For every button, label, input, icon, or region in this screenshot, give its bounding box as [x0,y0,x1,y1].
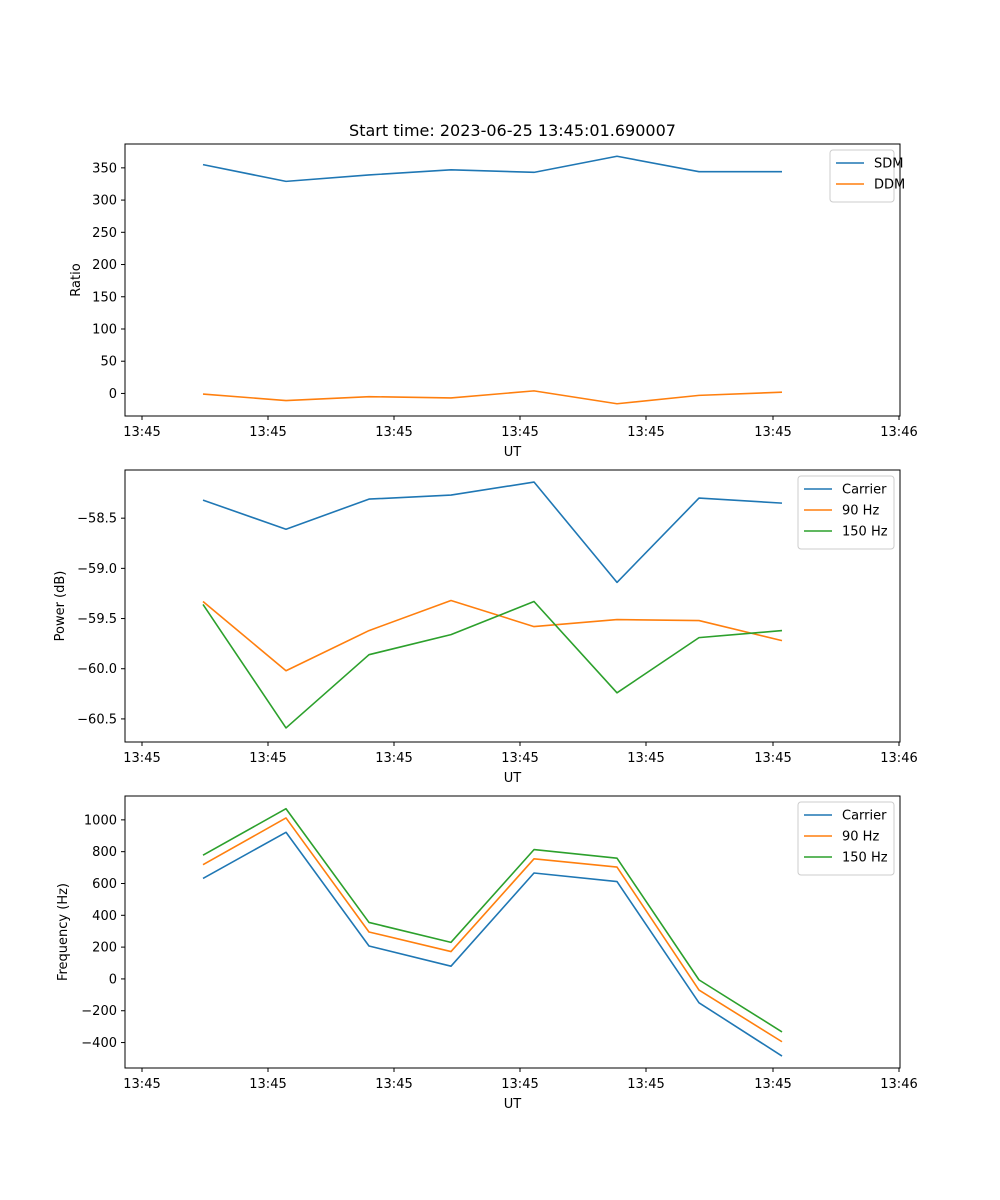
y-tick-label: −60.5 [77,712,117,727]
x-tick-label: 13:45 [375,1077,412,1092]
x-tick-label: 13:45 [249,1077,286,1092]
x-tick-label: 13:45 [627,425,664,440]
legend-label: Carrier [842,483,887,498]
chart-title: Start time: 2023-06-25 13:45:01.690007 [349,121,676,140]
y-tick-label: 250 [92,226,117,241]
plot-frame [124,795,901,1069]
y-axis-label: Frequency (Hz) [56,883,71,981]
y-axis-label: Ratio [69,263,84,296]
x-axis-label: UT [504,1097,522,1112]
series-line-ddm [202,390,783,405]
y-tick-label: 200 [92,258,117,273]
x-tick-label: 13:45 [375,425,412,440]
y-tick-label: 50 [100,355,117,370]
y-tick-label: 800 [92,845,117,860]
x-tick-label: 13:45 [754,425,791,440]
legend-label: DDM [874,178,905,193]
series-line-150-hz [202,600,783,729]
x-tick-label: 13:45 [627,751,664,766]
x-axis-label: UT [504,771,522,786]
y-axis-label: Power (dB) [53,571,68,642]
x-tick-label: 13:45 [123,1077,160,1092]
y-tick-label: −58.5 [77,512,117,527]
panels: 13:45 13:45 13:45 13:45 13:45 13:45 13:46 UT 0 50… [53,143,918,1112]
y-tick-label: −59.5 [77,612,117,627]
y-tick-label: 300 [92,194,117,209]
subplot-2: 13:45 13:45 13:45 13:45 13:45 13:45 13:46 UT −60… [53,469,918,786]
y-tick-label: 150 [92,290,117,305]
y-tick-label: 200 [92,941,117,956]
subplot-3: 13:45 13:45 13:45 13:45 13:45 13:45 13:46 UT −40… [56,795,918,1112]
legend: Carrier 90 Hz 150 Hz [797,801,895,876]
x-tick-label: 13:45 [501,425,538,440]
y-tick-label: 1000 [84,813,117,828]
legend-label: 150 Hz [842,851,888,866]
x-tick-label: 13:46 [880,751,917,766]
x-tick-label: 13:45 [754,751,791,766]
x-tick-label: 13:45 [123,425,160,440]
y-tick-label: 600 [92,877,117,892]
x-tick-label: 13:45 [627,1077,664,1092]
x-tick-label: 13:46 [880,1077,917,1092]
series-line-carrier [202,831,783,1057]
x-tick-label: 13:45 [501,1077,538,1092]
x-tick-label: 13:45 [123,751,160,766]
y-tick-label: −60.0 [77,662,117,677]
y-tick-label: 350 [92,161,117,176]
series-line-90-hz [202,599,783,672]
legend-label: 90 Hz [842,830,879,845]
plot-frame [124,469,901,743]
legend-label: 150 Hz [842,525,888,540]
y-tick-label: 0 [109,387,117,402]
x-tick-label: 13:45 [249,425,286,440]
y-tick-label: 100 [92,322,117,337]
legend-label: SDM [874,157,903,172]
legend-label: 90 Hz [842,504,879,519]
x-tick-label: 13:46 [880,425,917,440]
y-tick-label: 0 [109,972,117,987]
legend: Carrier 90 Hz 150 Hz [797,475,895,550]
legend: SDM DDM [829,149,905,203]
subplot-1: 13:45 13:45 13:45 13:45 13:45 13:45 13:46 UT 0 50… [69,143,918,460]
x-axis-label: UT [504,445,522,460]
legend-label: Carrier [842,809,887,824]
x-tick-label: 13:45 [501,751,538,766]
series-line-150-hz [202,807,783,1033]
y-tick-label: −200 [81,1004,117,1019]
plot-frame [124,143,901,417]
series-line-sdm [202,155,782,183]
y-tick-label: −400 [81,1036,117,1051]
x-tick-label: 13:45 [375,751,412,766]
y-tick-label: −59.0 [77,562,117,577]
series-line-90-hz [202,817,783,1043]
x-tick-label: 13:45 [249,751,286,766]
series-line-carrier [202,481,783,584]
y-tick-label: 400 [92,909,117,924]
x-tick-label: 13:45 [754,1077,791,1092]
